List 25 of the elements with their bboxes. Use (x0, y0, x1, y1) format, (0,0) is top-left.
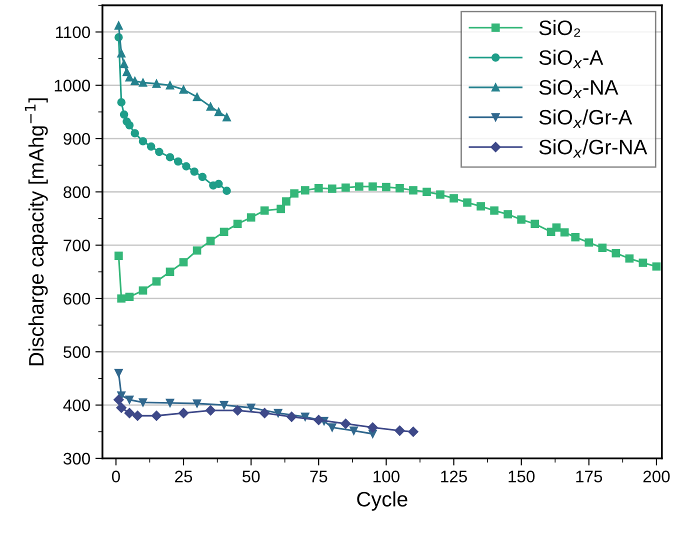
x-axis-title: Cycle (357, 491, 408, 511)
y-tick-label: 500 (64, 346, 90, 358)
y-tick-label: 600 (64, 292, 90, 305)
x-tick-label: 200 (643, 470, 670, 482)
x-tick-label: 100 (374, 470, 400, 482)
x-tick-label: 25 (175, 470, 192, 482)
legend-label: SiO$_{x}$-A (539, 50, 604, 68)
y-axis-title: Discharge capacity [mAhg$^{−1}$] (24, 98, 48, 366)
y-tick-label: 300 (63, 452, 90, 465)
y-tick-label: 1000 (54, 80, 90, 92)
x-tick-label: 75 (310, 470, 328, 482)
y-tick-label: 800 (64, 186, 90, 198)
legend-label: SiO$_{x}$/Gr-NA (539, 139, 648, 158)
legend-label: SiO$_{x}$/Gr-A (539, 109, 632, 128)
x-tick-label: 50 (242, 470, 260, 482)
x-tick-label: 175 (576, 470, 602, 482)
x-tick-label: 150 (508, 470, 535, 482)
legend-label: SiO$_{x}$-NA (539, 79, 618, 98)
y-tick-label: 700 (64, 240, 90, 252)
legend-label: SiO₂ (539, 20, 580, 37)
y-tick-label: 400 (63, 399, 90, 412)
y-tick-label: 1100 (56, 26, 90, 38)
y-tick-label: 900 (64, 132, 90, 145)
x-tick-label: 125 (441, 470, 467, 482)
x-tick-label: 0 (112, 470, 120, 482)
